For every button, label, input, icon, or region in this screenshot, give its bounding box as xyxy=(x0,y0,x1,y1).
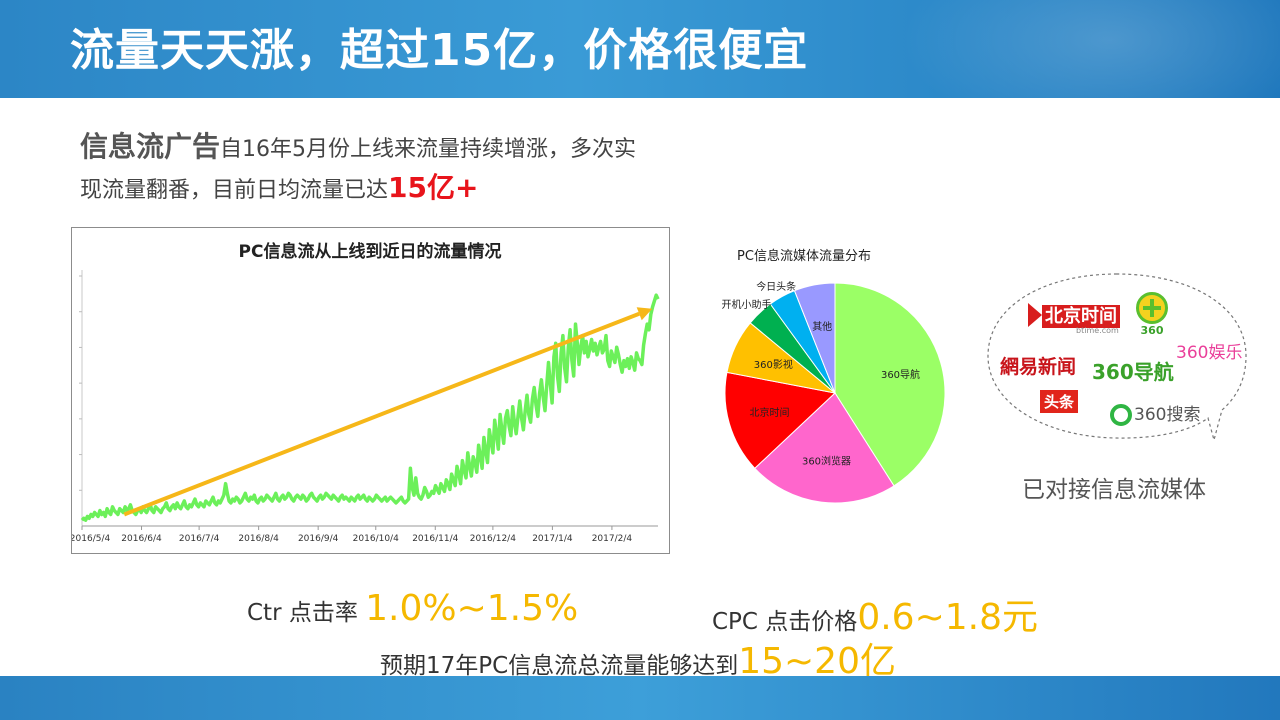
intro-highlight: 15亿+ xyxy=(388,171,479,204)
pie-slice-label: 北京时间 xyxy=(750,406,790,419)
cpc-label: CPC 点击价格 xyxy=(712,609,858,635)
x-tick-label: 2016/12/4 xyxy=(470,534,516,544)
netease-news-logo: 網易新闻 xyxy=(1000,356,1077,378)
x-tick-label: 2017/1/4 xyxy=(532,534,573,544)
360-logo: 360 xyxy=(1136,292,1168,337)
360-circle-icon xyxy=(1136,292,1168,324)
pie-slice-label: 今日头条 xyxy=(756,280,796,293)
x-tick-label: 2016/10/4 xyxy=(353,534,399,544)
media-pie-chart: PC信息流媒体流量分布 360导航 360浏览器 北京时间 360影视 开机小助手 今日头… xyxy=(700,238,970,518)
media-caption: 已对接信息流媒体 xyxy=(1022,477,1206,503)
traffic-series-line xyxy=(80,293,660,522)
pie-chart-svg: PC信息流媒体流量分布 360导航 360浏览器 北京时间 360影视 开机小助手 今日头… xyxy=(722,248,946,504)
pie-chart-title: PC信息流媒体流量分布 xyxy=(737,248,871,264)
ctr-value: 1.0%~1.5% xyxy=(365,588,579,629)
pie-slice xyxy=(793,282,836,394)
trend-arrow-head xyxy=(636,307,653,321)
page-title: 流量天天涨，超过15亿，价格很便宜 xyxy=(70,25,809,76)
x-tick-label: 2016/8/4 xyxy=(238,534,279,544)
x-tick-label: 2017/2/4 xyxy=(592,534,633,544)
360-search-logo: 360搜索 xyxy=(1110,400,1200,426)
cpc-stat: CPC 点击价格0.6~1.8元 xyxy=(712,588,1038,640)
360-nav-logo: 360导航 xyxy=(1092,360,1174,384)
x-tick-label: 2016/9/4 xyxy=(298,534,339,544)
pie-slice xyxy=(754,392,895,504)
toutiao-logo: 头条 xyxy=(1040,390,1079,413)
x-tick-label: 2016/7/4 xyxy=(179,534,220,544)
footer-banner xyxy=(0,676,1280,720)
x-axis-ticks: 2016/5/4 2016/6/4 2016/7/4 2016/8/4 2016/9/4… xyxy=(72,526,632,544)
forecast-stat: 预期17年PC信息流总流量能够达到15~20亿 xyxy=(380,632,896,684)
intro-lead: 信息流广告 xyxy=(80,130,221,163)
pie-slice-label: 360导航 xyxy=(881,368,920,381)
x-tick-label: 2016/6/4 xyxy=(121,534,162,544)
forecast-value: 15~20亿 xyxy=(738,641,896,682)
x-tick-label: 2016/11/4 xyxy=(412,534,458,544)
intro-text: 信息流广告自16年5月份上线来流量持续增涨，多次实 现流量翻番，目前日均流量已达… xyxy=(80,128,720,210)
pie-slice-label: 开机小助手 xyxy=(722,298,772,311)
header-banner: 流量天天涨，超过15亿，价格很便宜 xyxy=(0,0,1280,98)
play-icon xyxy=(1028,303,1042,327)
y-axis-ticks xyxy=(79,275,82,491)
traffic-line-chart: PC信息流从上线到近日的流量情况 2016/5/4 2016/6/4 2016/7/… xyxy=(71,227,670,554)
pie-slice xyxy=(834,282,946,487)
btime-logo: 北京时间 btime.com xyxy=(1028,302,1120,335)
pie-slice-label: 其他 xyxy=(812,320,832,333)
line-chart-title: PC信息流从上线到近日的流量情况 xyxy=(239,241,502,262)
cpc-value: 0.6~1.8元 xyxy=(857,597,1038,638)
intro-line2: 现流量翻番，目前日均流量已达 xyxy=(80,178,389,203)
pie-slices xyxy=(724,282,946,504)
pie-slice-label: 360影视 xyxy=(754,358,793,371)
360-entertainment-logo: 360娱乐 xyxy=(1176,343,1243,363)
line-chart-svg: PC信息流从上线到近日的流量情况 2016/5/4 2016/6/4 2016/7/… xyxy=(72,241,660,544)
search-ring-icon xyxy=(1110,404,1132,426)
ctr-label: Ctr 点击率 xyxy=(247,600,366,626)
x-tick-label: 2016/5/4 xyxy=(72,534,110,544)
pie-slice xyxy=(724,371,837,470)
trend-arrow-line xyxy=(123,311,640,517)
pie-slice-label: 360浏览器 xyxy=(802,455,851,468)
media-cloud: 北京时间 btime.com 360 360娱乐 網易新闻 360导航 头条 3… xyxy=(984,268,1250,458)
ctr-stat: Ctr 点击率 1.0%~1.5% xyxy=(247,588,578,629)
intro-line1: 自16年5月份上线来流量持续增涨，多次实 xyxy=(220,137,637,162)
forecast-label: 预期17年PC信息流总流量能够达到 xyxy=(380,653,739,679)
